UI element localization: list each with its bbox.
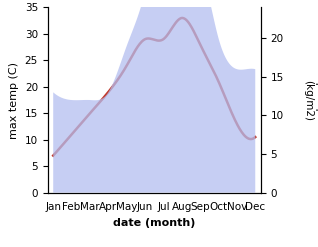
Y-axis label: med. precipitation
(kg/m2): med. precipitation (kg/m2) [303,52,318,148]
Y-axis label: max temp (C): max temp (C) [9,62,19,139]
X-axis label: date (month): date (month) [113,218,196,228]
